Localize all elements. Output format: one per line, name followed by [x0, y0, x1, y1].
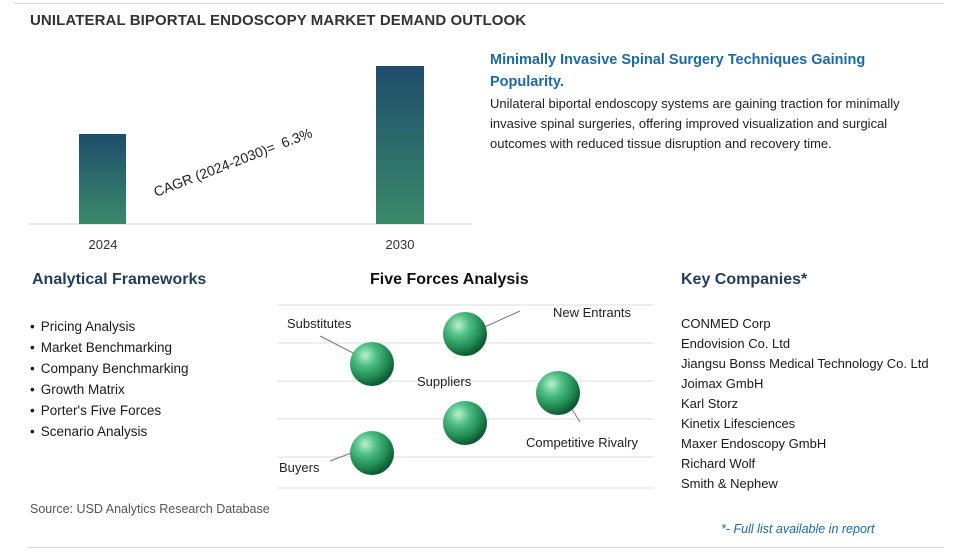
page-title: UNILATERAL BIPORTAL ENDOSCOPY MARKET DEM… [30, 12, 527, 29]
sphere-buyers [350, 431, 394, 475]
frameworks-title: Analytical Frameworks [32, 271, 207, 288]
bar-2030 [376, 66, 424, 224]
bottom-divider [28, 547, 944, 548]
source-note: Source: USD Analytics Research Database [30, 502, 270, 516]
list-item: Scenario Analysis [30, 421, 189, 442]
label-buyers: Buyers [279, 460, 320, 475]
label-new-entrants: New Entrants [553, 305, 632, 320]
sphere-substitutes [350, 342, 394, 386]
five-forces-title: Five Forces Analysis [370, 271, 529, 288]
list-item: Joimax GmbH [681, 376, 764, 391]
label-suppliers: Suppliers [417, 374, 472, 389]
list-item: Porter's Five Forces [30, 400, 189, 421]
companies-list: CONMED Corp Endovision Co. Ltd Jiangsu B… [681, 314, 931, 494]
list-item: Growth Matrix [30, 379, 189, 400]
list-item: Market Benchmarking [30, 337, 189, 358]
companies-title: Key Companies* [681, 271, 808, 288]
list-item: Smith & Nephew [681, 476, 778, 491]
sphere-suppliers [443, 401, 487, 445]
label-substitutes: Substitutes [287, 316, 352, 331]
list-item: Karl Storz [681, 396, 739, 411]
list-item: Kinetix Lifesciences [681, 416, 796, 431]
list-item: Pricing Analysis [30, 316, 189, 337]
list-item: Company Benchmarking [30, 358, 189, 379]
companies-footnote: *- Full list available in report [721, 522, 875, 536]
headline: Minimally Invasive Spinal Surgery Techni… [490, 52, 866, 90]
sphere-new-entrants [443, 312, 487, 356]
list-item: Endovision Co. Ltd [681, 336, 791, 351]
frameworks-list: Pricing Analysis Market Benchmarking Com… [30, 316, 189, 442]
list-item: Maxer Endoscopy GmbH [681, 436, 827, 451]
bar-2024 [79, 134, 126, 224]
x-tick-2030: 2030 [386, 237, 415, 252]
top-divider [14, 3, 944, 4]
description: Unilateral biportal endoscopy systems ar… [490, 96, 900, 151]
list-item: CONMED Corp [681, 316, 771, 331]
sphere-rivalry [536, 371, 580, 415]
label-competitive-rivalry: Competitive Rivalry [526, 435, 638, 450]
list-item: Richard Wolf [681, 456, 756, 471]
x-tick-2024: 2024 [89, 237, 118, 252]
list-item: Jiangsu Bonss Medical Technology Co. Ltd [681, 356, 929, 371]
